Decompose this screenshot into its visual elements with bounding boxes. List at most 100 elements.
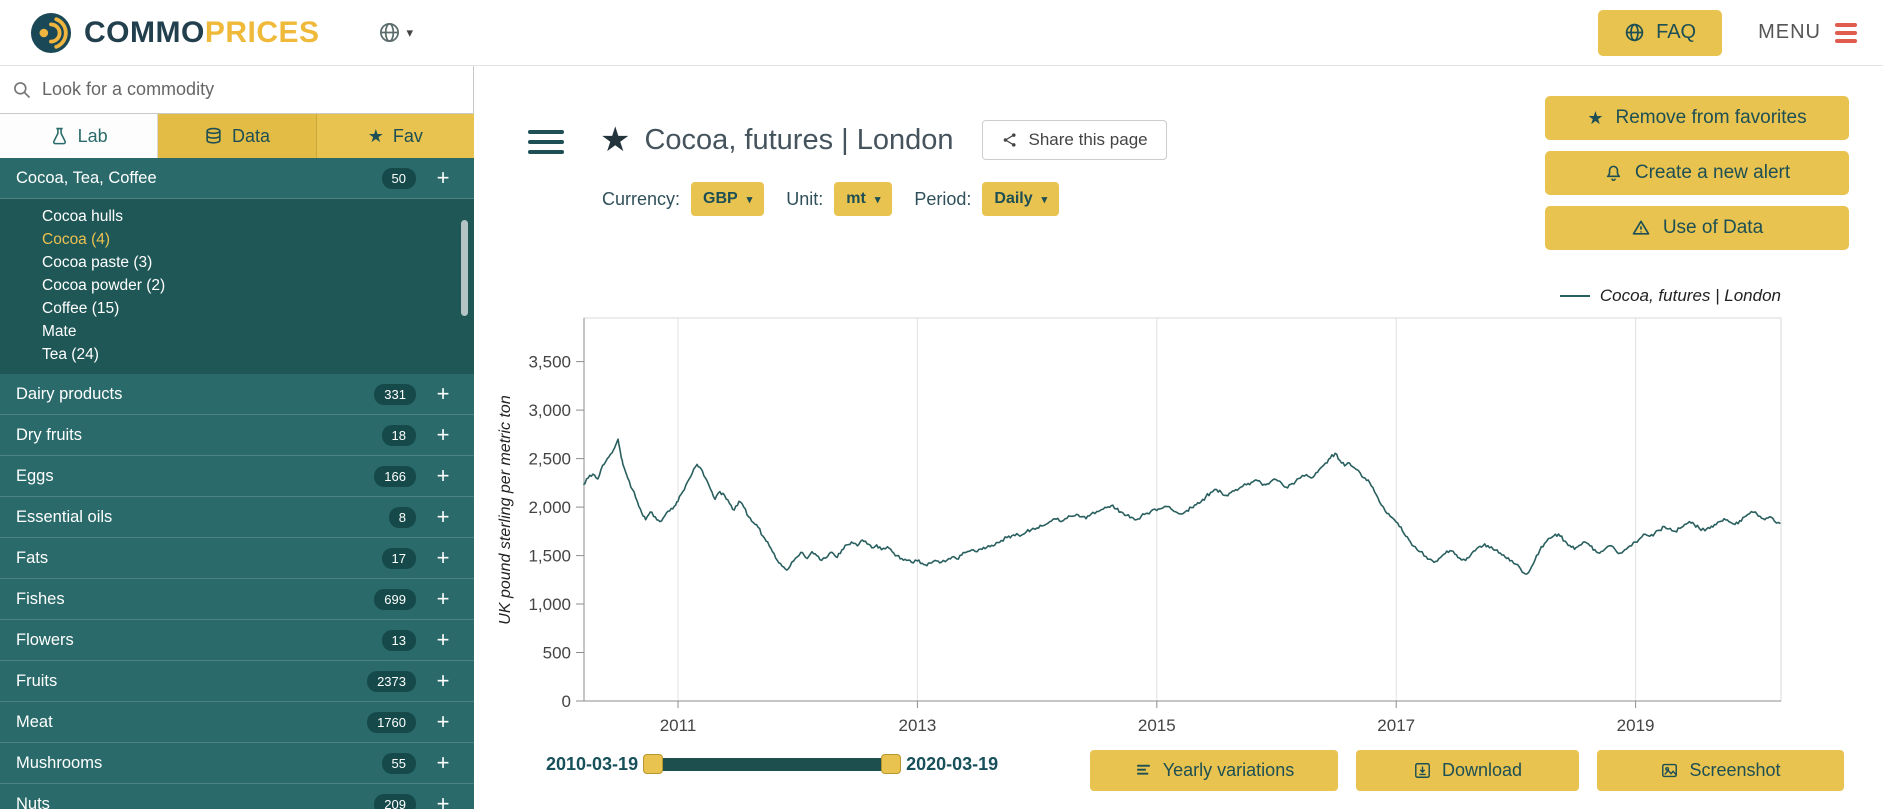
category-expand-button[interactable]: + — [436, 381, 450, 406]
star-icon: ★ — [367, 125, 384, 146]
scrollbar-thumb[interactable] — [461, 220, 468, 316]
category-row[interactable]: Nuts 209 + — [0, 784, 474, 809]
subcategory-item[interactable]: Cocoa paste (3) — [42, 254, 153, 271]
unit-dropdown[interactable]: mt ▾ — [834, 182, 893, 216]
subcategory-item[interactable]: Cocoa powder (2) — [42, 277, 166, 294]
category-row[interactable]: Dry fruits 18 + — [0, 415, 474, 456]
page-title: Cocoa, futures | London — [644, 123, 954, 156]
category-row[interactable]: Meat 1760 + — [0, 702, 474, 743]
language-selector[interactable]: ▾ — [378, 21, 413, 44]
screenshot-button[interactable]: Screenshot — [1597, 750, 1844, 791]
svg-text:0: 0 — [562, 692, 571, 711]
chart-legend-line — [1559, 295, 1590, 297]
svg-text:2019: 2019 — [1617, 716, 1655, 735]
subcategory-item[interactable]: Cocoa hulls — [42, 208, 123, 225]
search-input[interactable] — [42, 79, 461, 100]
category-expand-button[interactable]: + — [436, 586, 450, 611]
remove-from-favorites-button[interactable]: ★ Remove from favorites — [1545, 96, 1849, 140]
category-row[interactable]: Eggs 166 + — [0, 456, 474, 497]
brand-text: COMMOPRICES — [84, 16, 320, 50]
chart-legend-label: Cocoa, futures | London — [1599, 286, 1781, 305]
subcategory-item[interactable]: Coffee (15) — [42, 300, 120, 317]
svg-text:3,500: 3,500 — [528, 353, 571, 372]
faq-button[interactable]: FAQ — [1598, 9, 1723, 56]
category-label: Fruits — [16, 671, 58, 690]
image-icon — [1662, 763, 1678, 778]
category-count-badge: 8 — [388, 506, 416, 528]
brand-commo: COMMO — [84, 15, 205, 49]
subcategory-item[interactable]: Tea (24) — [42, 346, 99, 363]
tab-lab-label: Lab — [77, 125, 108, 146]
actions-column: ★ Remove from favorites Create a new ale… — [1545, 96, 1849, 250]
subcategory-item[interactable]: Mate — [42, 323, 77, 340]
category-row[interactable]: Essential oils 8 + — [0, 497, 474, 538]
category-expand-button[interactable]: + — [436, 504, 450, 529]
main-content: ★ Cocoa, futures | London Share this pag… — [474, 66, 1883, 809]
date-range-slider[interactable] — [643, 754, 902, 774]
create-alert-label: Create a new alert — [1634, 162, 1791, 183]
category-row[interactable]: Fishes 699 + — [0, 579, 474, 620]
tab-data-label: Data — [231, 125, 270, 146]
tab-fav[interactable]: ★ Fav — [316, 114, 474, 158]
currency-dropdown[interactable]: GBP ▾ — [691, 182, 765, 216]
period-dropdown[interactable]: Daily ▾ — [982, 182, 1060, 216]
list-icon — [1136, 764, 1150, 775]
category-expand-button[interactable]: + — [436, 709, 450, 734]
category-row[interactable]: Dairy products 331 + — [0, 374, 474, 415]
price-chart[interactable]: 2011 2013 2015 2017 2019 0 500 1,000 1,500 2,000 2… — [484, 306, 1814, 781]
favorite-star-icon[interactable]: ★ — [600, 121, 631, 159]
category-expand-button[interactable]: + — [436, 165, 450, 190]
download-button[interactable]: Download — [1356, 750, 1579, 791]
category-expand-button[interactable]: + — [436, 422, 450, 447]
category-expand-button[interactable]: + — [436, 791, 450, 809]
category-count-badge: 209 — [374, 793, 416, 809]
slider-handle-end[interactable] — [881, 754, 902, 774]
category-count-badge: 18 — [381, 424, 416, 446]
category-count-badge: 13 — [381, 629, 416, 651]
use-of-data-button[interactable]: Use of Data — [1545, 206, 1849, 250]
category-label: Fishes — [16, 589, 65, 608]
search-icon — [14, 81, 31, 98]
date-range-group: 2010-03-19 2020-03-19 — [546, 754, 998, 775]
screenshot-label: Screenshot — [1689, 760, 1781, 780]
category-row[interactable]: Fruits 2373 + — [0, 661, 474, 702]
unit-label: Unit: — [786, 188, 824, 209]
category-row[interactable]: Cocoa, Tea, Coffee 50 + — [0, 158, 474, 199]
menu-hamburger-icon[interactable] — [1835, 19, 1857, 47]
category-count-badge: 2373 — [367, 670, 416, 692]
tab-fav-label: Fav — [392, 125, 423, 146]
tab-data[interactable]: Data — [158, 114, 317, 158]
topbar-right: FAQ MENU — [1598, 9, 1857, 56]
category-count-badge: 166 — [374, 465, 416, 487]
category-row[interactable]: Mushrooms 55 + — [0, 743, 474, 784]
menu-label[interactable]: MENU — [1758, 21, 1821, 43]
share-button[interactable]: Share this page — [981, 120, 1167, 160]
sidebar-toggle-icon[interactable] — [528, 124, 564, 160]
category-count-badge: 55 — [381, 752, 416, 774]
slider-handle-start[interactable] — [643, 754, 664, 774]
brand-logo[interactable]: COMMOPRICES — [30, 12, 320, 54]
use-of-data-label: Use of Data — [1662, 217, 1764, 238]
period-label: Period: — [914, 188, 972, 209]
subcategory-item[interactable]: Cocoa (4) — [42, 231, 111, 248]
category-label: Mushrooms — [16, 753, 103, 772]
category-row[interactable]: Flowers 13 + — [0, 620, 474, 661]
yearly-variations-button[interactable]: Yearly variations — [1090, 750, 1338, 791]
sidebar: Lab Data ★ Fav Cocoa, Tea, Coffee 50 + C… — [0, 66, 474, 809]
category-expand-button[interactable]: + — [436, 750, 450, 775]
brand-prices: PRICES — [204, 15, 320, 49]
category-count-badge: 50 — [381, 167, 416, 189]
category-expand-button[interactable]: + — [436, 463, 450, 488]
create-alert-button[interactable]: Create a new alert — [1545, 151, 1849, 195]
caret-down-icon: ▾ — [746, 193, 753, 206]
category-label: Eggs — [16, 466, 54, 485]
category-expand-button[interactable]: + — [436, 545, 450, 570]
tab-lab[interactable]: Lab — [0, 114, 159, 158]
svg-text:2011: 2011 — [660, 716, 697, 735]
svg-text:2,000: 2,000 — [528, 498, 571, 517]
category-row[interactable]: Fats 17 + — [0, 538, 474, 579]
category-expand-button[interactable]: + — [436, 627, 450, 652]
category-expand-button[interactable]: + — [436, 668, 450, 693]
download-label: Download — [1441, 760, 1523, 780]
caret-down-icon: ▾ — [874, 193, 881, 206]
